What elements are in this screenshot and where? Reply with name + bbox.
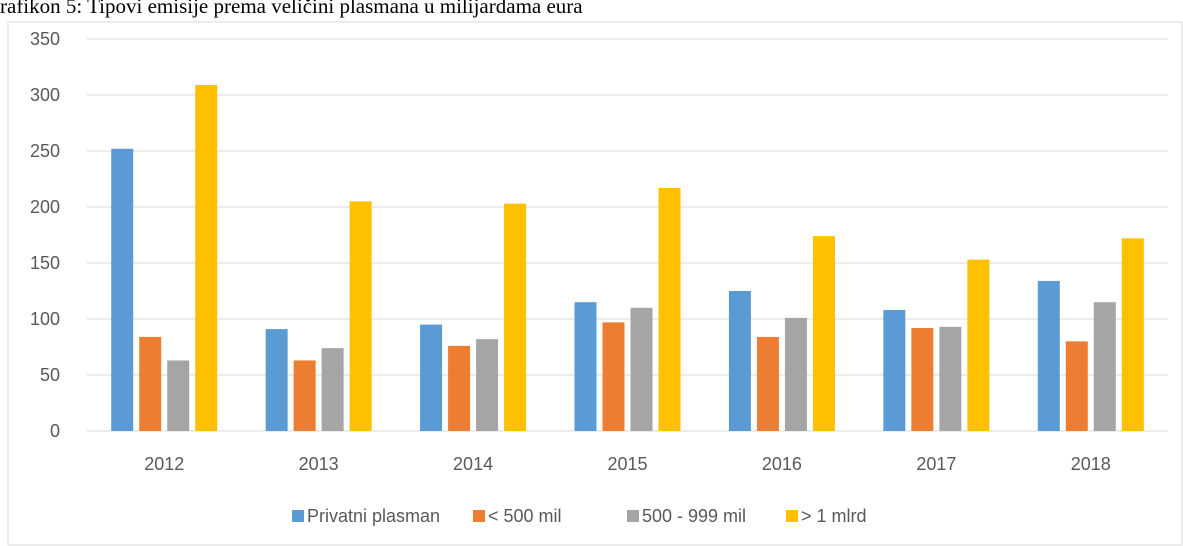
bar (265, 329, 288, 431)
x-tick-label: 2016 (762, 454, 802, 474)
bar (321, 348, 344, 431)
bar (1121, 238, 1144, 431)
x-tick-label: 2012 (144, 454, 184, 474)
y-tick-label: 0 (50, 421, 60, 441)
bar (784, 317, 807, 431)
bar (630, 307, 653, 431)
bar (883, 310, 906, 431)
bar (756, 336, 779, 431)
x-tick-label: 2013 (299, 454, 339, 474)
x-tick-label: 2015 (607, 454, 647, 474)
bar (448, 345, 471, 431)
legend-swatch (627, 510, 639, 522)
bar (349, 201, 372, 431)
bar (728, 291, 751, 431)
bar (195, 84, 218, 432)
bar (967, 259, 990, 431)
bar (476, 339, 499, 431)
bar (420, 324, 443, 431)
legend-label: Privatni plasman (307, 506, 440, 526)
bar (658, 187, 681, 431)
y-tick-label: 350 (30, 29, 60, 49)
bar (939, 326, 962, 431)
bar (1065, 341, 1088, 431)
bar (504, 203, 527, 431)
y-tick-label: 50 (40, 365, 60, 385)
bar (602, 322, 625, 431)
legend-label: < 500 mil (488, 506, 562, 526)
bar (293, 360, 316, 431)
y-tick-label: 100 (30, 309, 60, 329)
y-tick-label: 250 (30, 141, 60, 161)
bar (111, 148, 134, 431)
bar (139, 336, 162, 431)
legend-label: > 1 mlrd (801, 506, 867, 526)
x-tick-label: 2018 (1071, 454, 1111, 474)
bar (167, 360, 190, 431)
bar (1093, 302, 1116, 431)
x-tick-label: 2017 (916, 454, 956, 474)
legend-swatch (292, 510, 304, 522)
bar (812, 236, 835, 431)
y-tick-label: 300 (30, 85, 60, 105)
legend-swatch (473, 510, 485, 522)
x-tick-label: 2014 (453, 454, 493, 474)
bar (911, 327, 934, 431)
y-tick-label: 200 (30, 197, 60, 217)
bar (574, 302, 597, 431)
legend-swatch (786, 510, 798, 522)
bar (1037, 280, 1060, 431)
y-tick-label: 150 (30, 253, 60, 273)
legend-label: 500 - 999 mil (642, 506, 746, 526)
chart-title: rafikon 5: Tipovi emisije prema veličini… (0, 0, 583, 18)
